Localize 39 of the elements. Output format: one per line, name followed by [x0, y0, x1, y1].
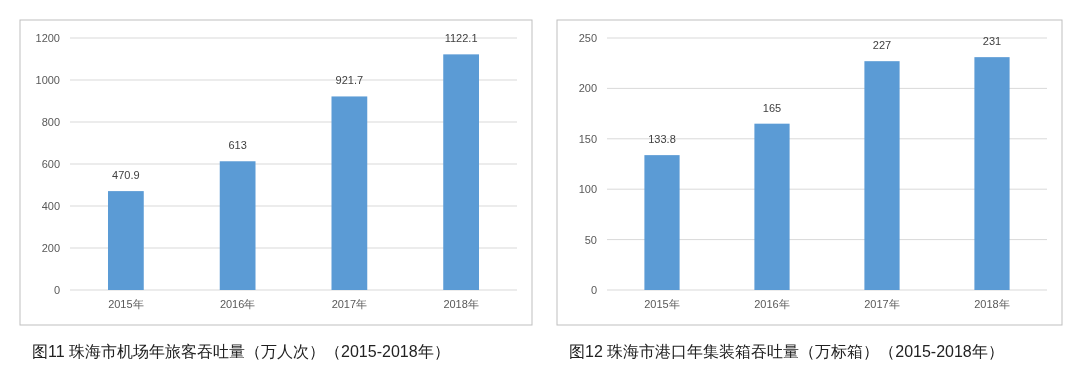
x-tick-label: 2015年	[108, 298, 144, 310]
bar	[443, 54, 480, 290]
y-tick-label: 200	[578, 82, 597, 95]
x-tick-label: 2015年	[644, 298, 680, 310]
y-tick-label: 150	[578, 132, 597, 145]
y-tick-label: 0	[53, 284, 60, 296]
x-tick-label: 2018年	[974, 298, 1010, 310]
bar	[219, 161, 256, 290]
data-label: 231	[982, 35, 1002, 48]
y-tick-label: 100	[578, 183, 597, 196]
y-tick-label: 1200	[35, 32, 60, 44]
data-label: 921.7	[335, 74, 364, 87]
y-tick-label: 800	[41, 116, 60, 128]
x-tick-label: 2017年	[864, 298, 900, 310]
y-tick-label: 600	[41, 158, 60, 170]
bar	[331, 96, 368, 290]
bar	[108, 191, 144, 290]
y-tick-label: 200	[41, 242, 60, 254]
data-label: 227	[872, 39, 892, 52]
y-tick-label: 0	[590, 284, 597, 296]
y-tick-label: 50	[584, 233, 597, 246]
text: 图12 珠海市港口年集装箱吞吐量（万标箱）（2015-2018年）	[569, 343, 1004, 360]
bar	[864, 61, 900, 290]
y-tick-label: 400	[41, 200, 60, 212]
data-label: 165	[762, 101, 782, 114]
y-tick-label: 250	[578, 32, 597, 44]
x-tick-label: 2016年	[219, 298, 256, 310]
data-label: 1122.1	[444, 32, 478, 45]
text: 图11 珠海市机场年旅客吞吐量（万人次）（2015-2018年）	[32, 343, 450, 360]
data-label: 133.8	[648, 133, 676, 146]
bar	[644, 155, 680, 290]
x-tick-label: 2016年	[754, 298, 790, 310]
bar	[974, 57, 1010, 290]
x-tick-label: 2018年	[443, 298, 479, 310]
bar	[754, 123, 790, 290]
data-label: 613	[228, 139, 247, 152]
data-label: 470.9	[112, 169, 140, 182]
x-tick-label: 2017年	[331, 298, 368, 310]
y-tick-label: 1000	[35, 74, 60, 86]
